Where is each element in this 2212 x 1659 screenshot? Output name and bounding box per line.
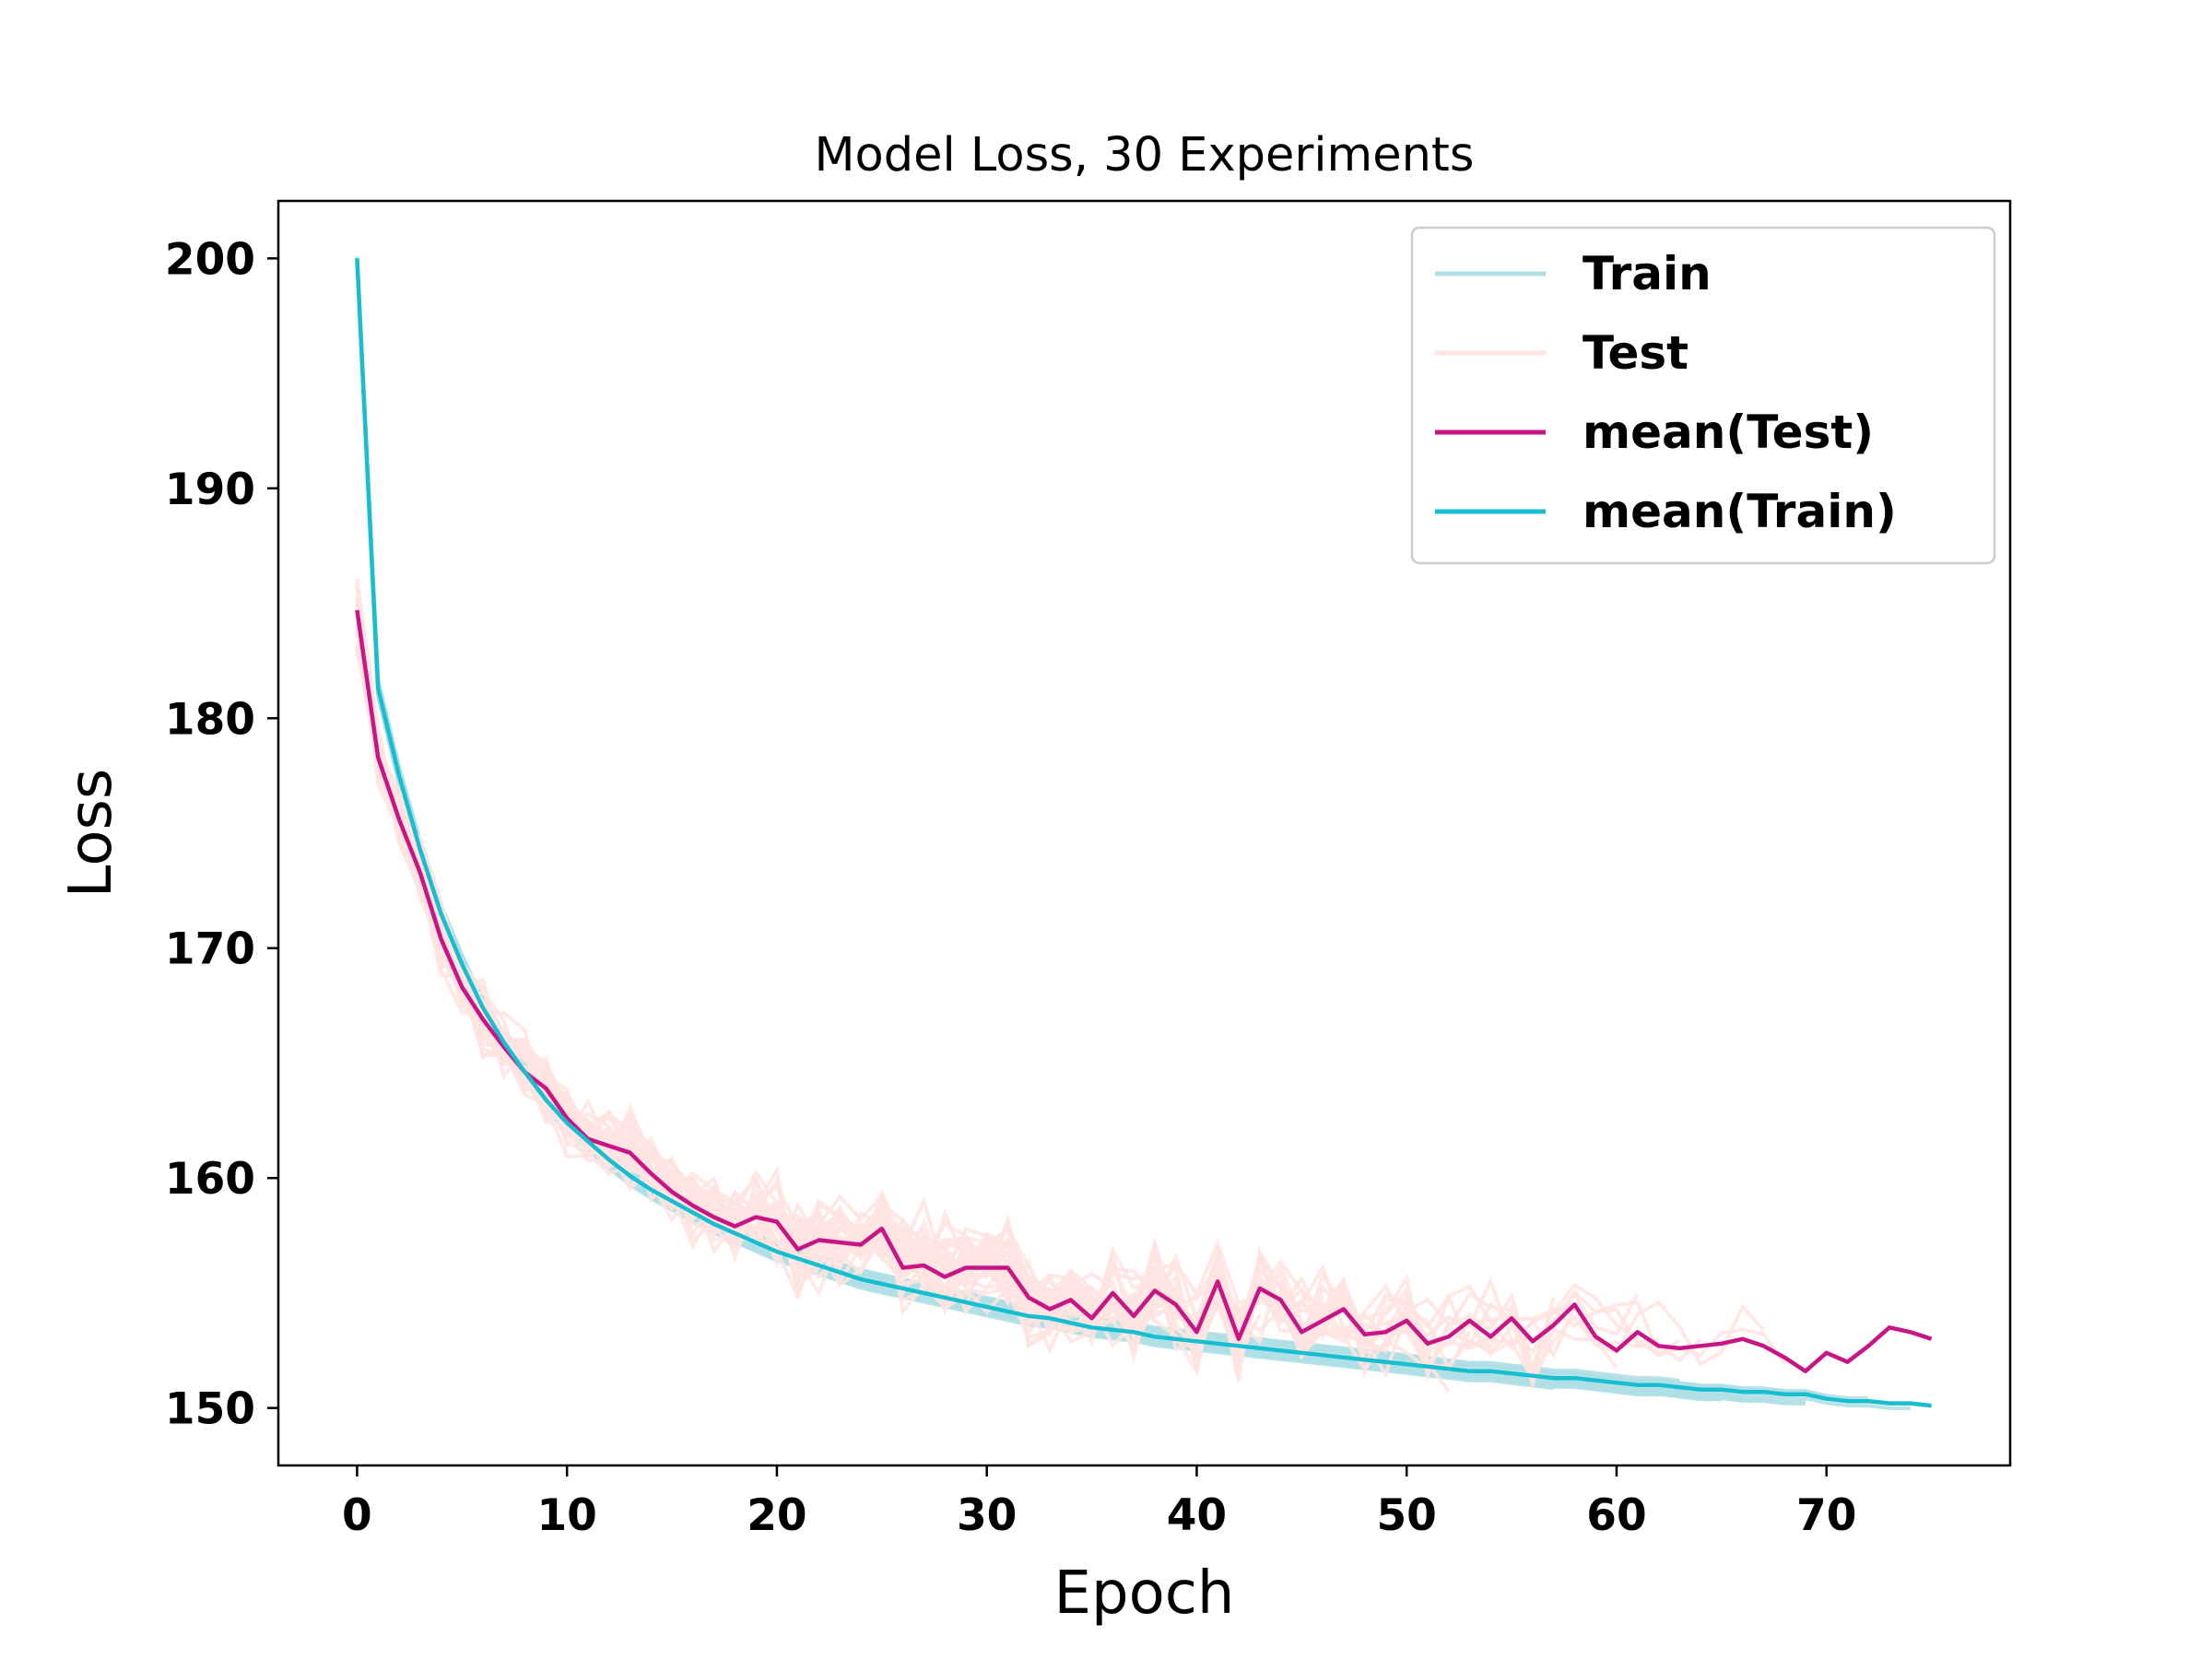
legend-label: Test: [1583, 326, 1688, 380]
x-tick-label: 10: [536, 1490, 596, 1541]
train-run-line: [355, 256, 1534, 1371]
x-tick-label: 20: [747, 1490, 806, 1541]
y-tick-label: 170: [165, 924, 255, 975]
legend-label: mean(Train): [1583, 485, 1897, 538]
train-run-line: [355, 260, 1554, 1391]
legend-label: Train: [1583, 247, 1712, 300]
train-run-line: [355, 258, 1512, 1379]
mean-test-line: [355, 609, 1933, 1373]
x-tick-label: 70: [1796, 1490, 1856, 1541]
test-run-line: [355, 630, 1702, 1363]
y-tick-label: 160: [165, 1154, 255, 1205]
chart-title: Model Loss, 30 Experiments: [815, 128, 1475, 182]
train-run-line: [355, 256, 1554, 1375]
train-run-line: [355, 256, 1386, 1358]
y-tick-label: 150: [165, 1384, 255, 1435]
axes-ticks: 0 10 20 30 40 50 60 70 150 160 170 180 190 200: [165, 234, 1857, 1541]
plot-frame: [276, 199, 2012, 1467]
x-tick-label: 40: [1167, 1490, 1227, 1541]
y-tick-label: 190: [165, 465, 255, 515]
x-tick-label: 60: [1586, 1490, 1646, 1541]
train-run-line: [355, 258, 1345, 1360]
test-run-line: [355, 632, 1765, 1383]
legend: Train Test mean(Test) mean(Train): [1410, 226, 1996, 565]
legend-box: [1410, 226, 1996, 565]
train-run-line: [355, 258, 1449, 1374]
test-run-line: [355, 584, 1786, 1379]
y-tick-label: 200: [165, 234, 255, 285]
train-run-line: [355, 259, 1365, 1365]
legend-label: mean(Test): [1583, 406, 1874, 459]
mean-train-line: [355, 258, 1932, 1408]
test-runs: [355, 579, 1786, 1393]
y-axis-label: Loss: [57, 769, 125, 898]
x-axis-label: Epoch: [1054, 1559, 1235, 1628]
plot-area: [355, 256, 1933, 1411]
x-tick-label: 30: [957, 1490, 1017, 1541]
train-run-line: [355, 258, 1512, 1377]
test-run-line: [355, 603, 1681, 1360]
x-tick-label: 50: [1376, 1490, 1436, 1541]
test-run-line: [355, 631, 1346, 1371]
x-tick-label: 0: [342, 1490, 372, 1541]
y-tick-label: 180: [165, 694, 255, 745]
